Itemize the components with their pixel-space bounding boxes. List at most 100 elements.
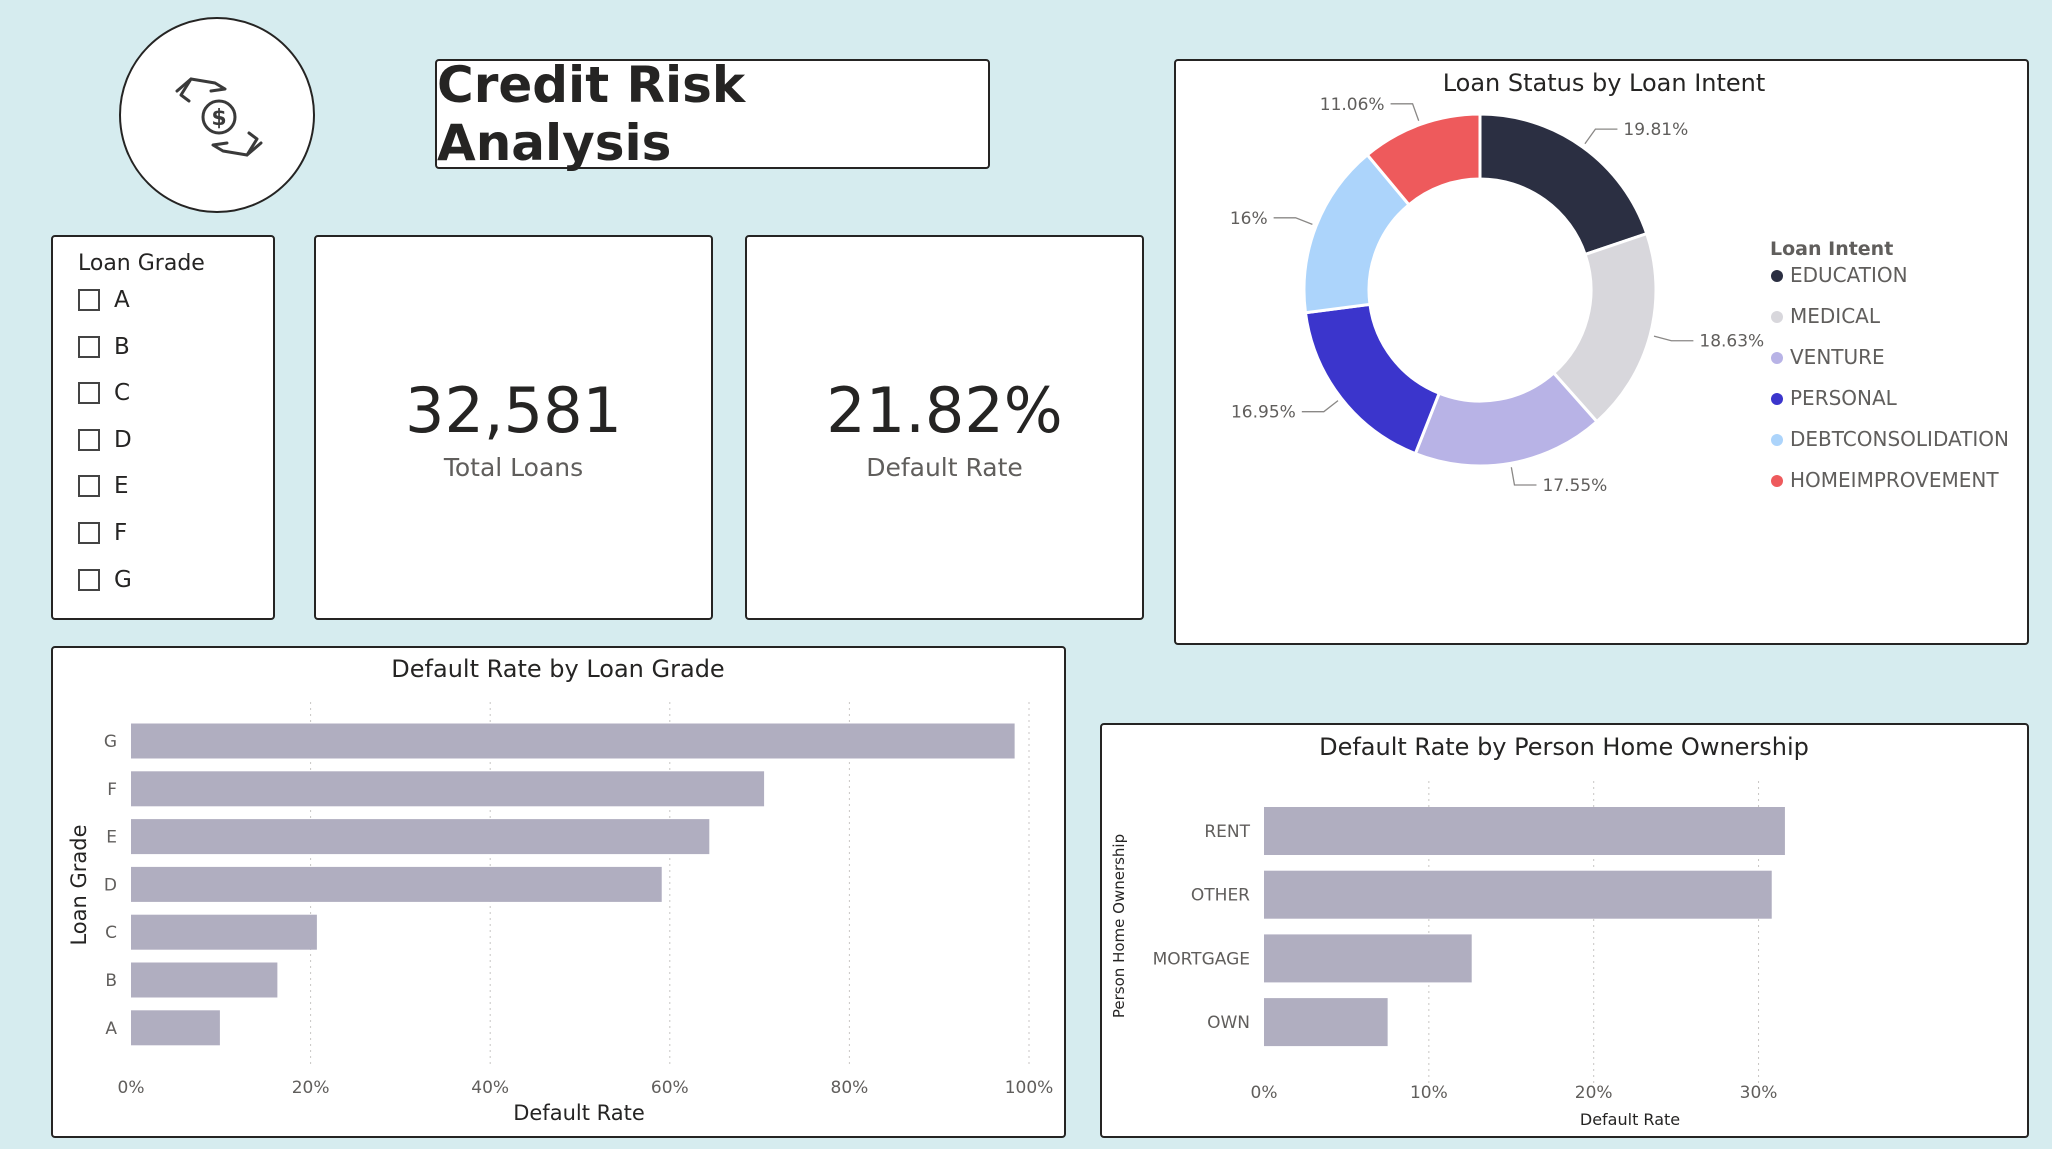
y-category-label: OTHER bbox=[1191, 886, 1250, 906]
bar-f[interactable] bbox=[131, 771, 765, 807]
bar-own[interactable] bbox=[1264, 998, 1388, 1047]
chart-title: Default Rate by Loan Grade bbox=[391, 655, 724, 683]
x-axis-title: Default Rate bbox=[513, 1101, 645, 1125]
slicer-option-label: F bbox=[114, 520, 128, 546]
slicer-option-label: C bbox=[114, 380, 131, 406]
data-label-leader-line bbox=[1301, 400, 1339, 413]
legend-item-debtconsolidation[interactable]: DEBTCONSOLIDATION bbox=[1790, 427, 2009, 451]
legend-marker bbox=[1771, 311, 1783, 323]
svg-text:$: $ bbox=[211, 106, 226, 131]
slicer-option-label: B bbox=[114, 334, 130, 360]
total-loans-label: Total Loans bbox=[443, 452, 584, 482]
legend-marker bbox=[1771, 270, 1783, 282]
checkbox[interactable] bbox=[78, 289, 100, 311]
y-category-label: RENT bbox=[1204, 822, 1250, 842]
slicer-option-label: G bbox=[114, 567, 132, 593]
checkbox[interactable] bbox=[78, 429, 100, 451]
y-category-label: OWN bbox=[1207, 1013, 1250, 1033]
bar-d[interactable] bbox=[131, 866, 662, 902]
legend-item-medical[interactable]: MEDICAL bbox=[1790, 304, 1881, 328]
x-tick-label: 20% bbox=[1575, 1083, 1613, 1103]
default-rate-label: Default Rate bbox=[866, 452, 1023, 482]
x-tick-label: 100% bbox=[1005, 1078, 1054, 1098]
slicer-option-e[interactable]: E bbox=[78, 473, 129, 499]
y-category-label: B bbox=[105, 971, 117, 991]
bar-e[interactable] bbox=[131, 819, 710, 855]
slicer-option-label: D bbox=[114, 427, 132, 453]
x-tick-label: 60% bbox=[651, 1078, 689, 1098]
dashboard-title-box: Credit Risk Analysis bbox=[435, 56, 990, 172]
money-exchange-hands-icon: $ bbox=[175, 77, 263, 157]
donut-slice-education[interactable] bbox=[1478, 112, 1649, 257]
bar-b[interactable] bbox=[131, 962, 278, 998]
legend-item-homeimprovement[interactable]: HOMEIMPROVEMENT bbox=[1790, 468, 1999, 492]
legend-marker bbox=[1771, 352, 1783, 364]
bar-g[interactable] bbox=[131, 723, 1015, 759]
slicer-option-g[interactable]: G bbox=[78, 567, 132, 593]
x-tick-label: 0% bbox=[1251, 1083, 1278, 1103]
chart-title: Loan Status by Loan Intent bbox=[1443, 69, 1766, 97]
slicer-option-b[interactable]: B bbox=[78, 334, 130, 360]
x-axis-title: Default Rate bbox=[1580, 1110, 1680, 1129]
donut-data-label: 16% bbox=[1230, 209, 1268, 229]
donut-data-label: 19.81% bbox=[1623, 120, 1688, 140]
default-rate-card[interactable]: 21.82% Default Rate bbox=[745, 235, 1144, 620]
data-label-leader-line bbox=[1584, 128, 1618, 145]
checkbox[interactable] bbox=[78, 336, 100, 358]
legend-title: Loan Intent bbox=[1770, 238, 1893, 260]
checkbox[interactable] bbox=[78, 569, 100, 591]
donut-data-label: 16.95% bbox=[1231, 403, 1296, 423]
bar-other[interactable] bbox=[1264, 870, 1772, 919]
total-loans-value: 32,581 bbox=[405, 373, 622, 447]
x-tick-label: 40% bbox=[471, 1078, 509, 1098]
data-label-leader-line bbox=[1273, 217, 1313, 225]
x-tick-label: 20% bbox=[292, 1078, 330, 1098]
y-category-label: MORTGAGE bbox=[1153, 949, 1250, 969]
x-tick-label: 10% bbox=[1410, 1083, 1448, 1103]
checkbox[interactable] bbox=[78, 522, 100, 544]
default-rate-by-grade-visual[interactable]: Default Rate by Loan Grade Default Rate … bbox=[51, 646, 1066, 1138]
slicer-title: Loan Grade bbox=[78, 251, 205, 276]
default-rate-value: 21.82% bbox=[826, 373, 1063, 447]
loan-intent-donut-visual[interactable]: Loan Status by Loan Intent 19.81% 18.63% 1… bbox=[1174, 59, 2029, 645]
legend-item-personal[interactable]: PERSONAL bbox=[1790, 386, 1898, 410]
loan-intent-donut-chart[interactable]: Loan Status by Loan Intent 19.81% 18.63% 1… bbox=[1176, 61, 2027, 643]
legend-marker bbox=[1771, 393, 1783, 405]
legend-marker bbox=[1771, 475, 1783, 487]
x-tick-label: 0% bbox=[118, 1078, 145, 1098]
default-rate-by-home-ownership-visual[interactable]: Default Rate by Person Home Ownership De… bbox=[1100, 723, 2029, 1138]
slicer-option-c[interactable]: C bbox=[78, 380, 130, 406]
logo: $ bbox=[119, 17, 315, 213]
slicer-option-d[interactable]: D bbox=[78, 427, 132, 453]
bar-c[interactable] bbox=[131, 914, 317, 950]
legend-item-education[interactable]: EDUCATION bbox=[1790, 263, 1908, 287]
y-category-label: G bbox=[104, 732, 117, 752]
bar-rent[interactable] bbox=[1264, 807, 1785, 855]
default-rate-by-home-ownership-chart[interactable]: Default Rate by Person Home Ownership De… bbox=[1102, 725, 2027, 1136]
y-category-label: D bbox=[104, 875, 117, 895]
y-category-label: E bbox=[106, 828, 117, 848]
data-label-leader-line bbox=[1510, 467, 1537, 486]
slicer-option-a[interactable]: A bbox=[78, 287, 130, 313]
checkbox[interactable] bbox=[78, 475, 100, 497]
slicer-option-f[interactable]: F bbox=[78, 520, 127, 546]
y-category-label: A bbox=[105, 1019, 117, 1039]
donut-slice-personal[interactable] bbox=[1303, 302, 1442, 456]
total-loans-card[interactable]: 32,581 Total Loans bbox=[314, 235, 713, 620]
legend-marker bbox=[1771, 434, 1783, 446]
dashboard-title: Credit Risk Analysis bbox=[437, 56, 746, 172]
loan-grade-slicer: Loan Grade A B C D E F G bbox=[51, 235, 275, 620]
legend-item-venture[interactable]: VENTURE bbox=[1790, 345, 1885, 369]
donut-slice-homeimprovement[interactable] bbox=[1365, 112, 1482, 207]
donut-data-label: 18.63% bbox=[1699, 332, 1764, 352]
default-rate-by-grade-chart[interactable]: Default Rate by Loan Grade Default Rate … bbox=[53, 648, 1064, 1136]
checkbox[interactable] bbox=[78, 382, 100, 404]
y-category-label: F bbox=[107, 780, 117, 800]
bar-mortgage[interactable] bbox=[1264, 934, 1472, 983]
y-category-label: C bbox=[105, 923, 117, 943]
bar-a[interactable] bbox=[131, 1010, 220, 1046]
x-tick-label: 30% bbox=[1740, 1083, 1778, 1103]
donut-data-label: 11.06% bbox=[1320, 95, 1385, 115]
data-label-leader-line bbox=[1653, 335, 1694, 342]
x-tick-label: 80% bbox=[831, 1078, 869, 1098]
